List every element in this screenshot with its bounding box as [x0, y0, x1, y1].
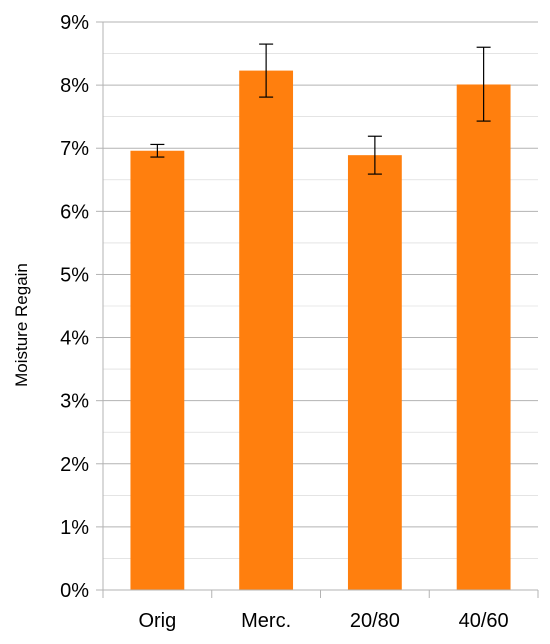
bar-4060: [456, 84, 511, 590]
y-tick-label: 7%: [60, 138, 89, 160]
error-bar: [367, 135, 382, 175]
y-tick-label: 8%: [60, 75, 89, 97]
y-tick-labels: 0% 1% 2% 3% 4% 5% 6% 7% 8% 9%: [60, 12, 89, 602]
error-bar: [259, 43, 274, 98]
y-tick-label: 1%: [60, 517, 89, 539]
bars: [130, 70, 511, 591]
y-tick-label: 3%: [60, 391, 89, 413]
y-axis-title: Moisture Regain: [12, 263, 31, 387]
y-tick-label: 4%: [60, 328, 89, 350]
y-tick-label: 6%: [60, 201, 89, 223]
x-tick-label: 40/60: [459, 610, 509, 632]
error-bars: [150, 43, 491, 175]
error-bar: [476, 46, 491, 122]
error-bar: [150, 143, 165, 158]
y-tick-label: 5%: [60, 264, 89, 286]
x-tick-label: 20/80: [350, 610, 400, 632]
y-tick-label: 0%: [60, 580, 89, 602]
y-tick-label: 2%: [60, 454, 89, 476]
x-tick-label: Merc.: [241, 610, 291, 632]
x-tick-labels: Orig Merc. 20/80 40/60: [138, 610, 508, 632]
bar-2080: [347, 155, 402, 591]
axes: [96, 21, 539, 598]
bar-merc: [239, 70, 294, 590]
x-tick-label: Orig: [138, 610, 176, 632]
bar-orig: [130, 150, 185, 590]
y-tick-label: 9%: [60, 12, 89, 34]
